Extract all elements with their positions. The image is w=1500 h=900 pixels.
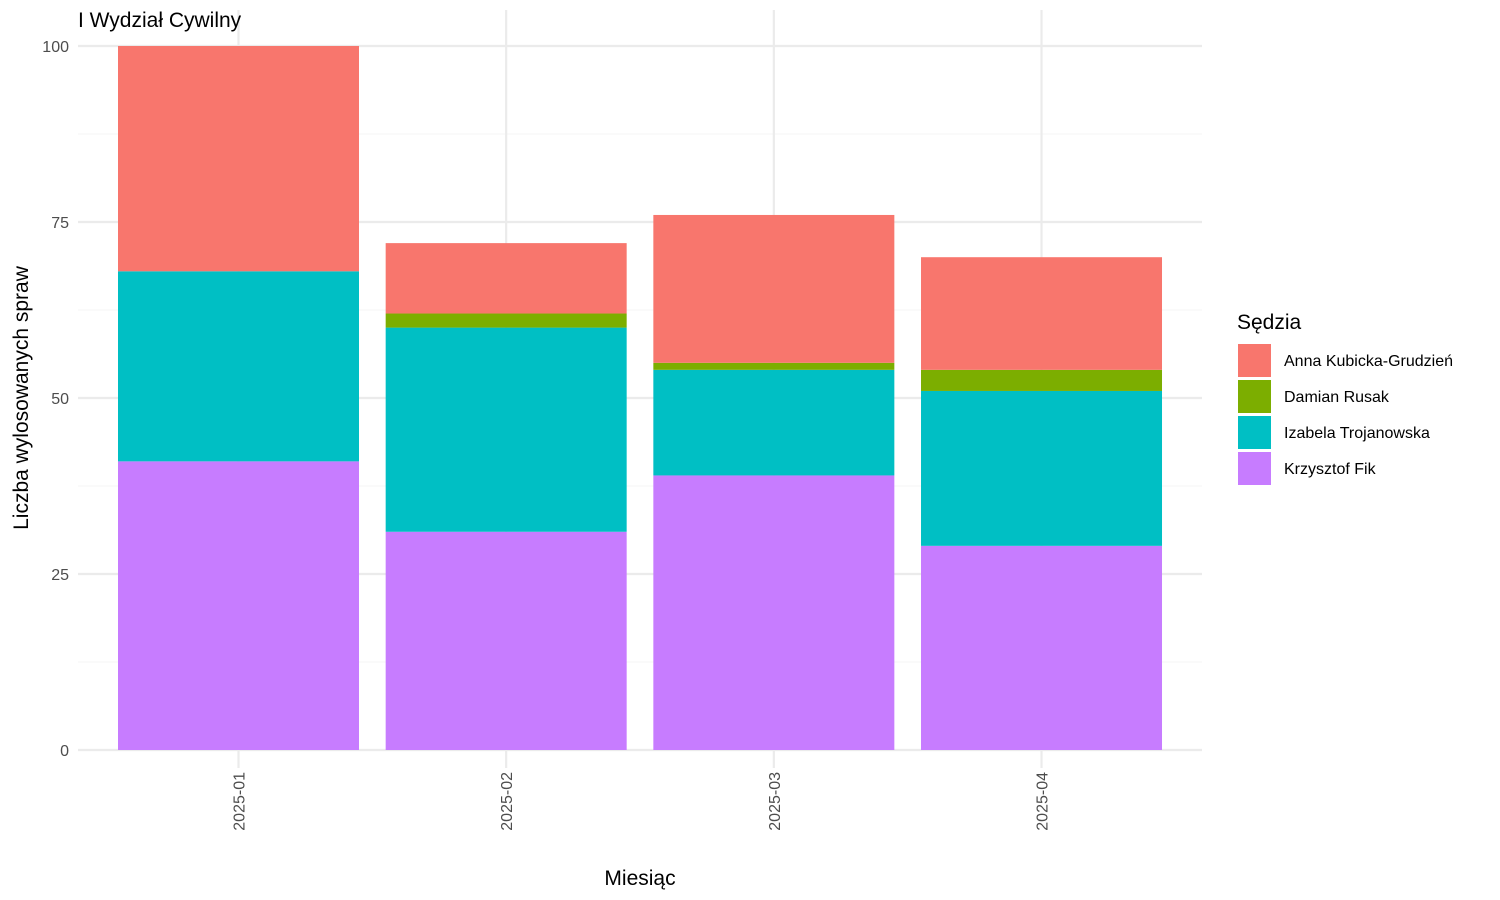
bar-segment xyxy=(118,46,359,272)
y-tick-label: 25 xyxy=(51,567,69,584)
legend: Sędzia Anna Kubicka-Grudzień Damian Rusak… xyxy=(1237,311,1453,485)
y-tick-label: 100 xyxy=(42,39,69,56)
bar-segment xyxy=(385,243,627,314)
bars xyxy=(118,46,1163,750)
legend-swatch xyxy=(1238,416,1271,449)
x-axis-ticks: 2025-01 2025-02 2025-03 2025-04 xyxy=(232,772,1052,831)
bar-segment xyxy=(653,362,895,370)
legend-title: Sędzia xyxy=(1237,311,1302,334)
bar-segment xyxy=(921,545,1163,750)
legend-label: Damian Rusak xyxy=(1284,389,1390,406)
y-tick-label: 75 xyxy=(51,215,69,232)
legend-swatch xyxy=(1238,452,1271,485)
y-axis-ticks: 0 25 50 75 100 xyxy=(42,39,69,760)
bar-segment xyxy=(653,214,895,363)
bar-segment xyxy=(921,369,1163,391)
legend-swatch xyxy=(1238,344,1271,377)
bar-segment xyxy=(921,390,1163,546)
bar-segment xyxy=(921,257,1163,370)
y-axis-title: Liczba wylosowanych spraw xyxy=(10,265,33,530)
y-tick-label: 50 xyxy=(51,391,69,408)
legend-label: Krzysztof Fik xyxy=(1284,461,1377,478)
bar-segment xyxy=(385,313,627,328)
chart-title: I Wydział Cywilny xyxy=(78,9,242,32)
x-tick-label: 2025-04 xyxy=(1035,772,1052,831)
x-tick-label: 2025-02 xyxy=(499,772,516,831)
bar-segment xyxy=(118,461,359,750)
legend-label: Izabela Trojanowska xyxy=(1284,425,1430,442)
bar-segment xyxy=(653,369,895,476)
bar-segment xyxy=(385,327,627,532)
y-tick-label: 0 xyxy=(60,743,69,760)
bar-segment xyxy=(118,271,359,462)
bar-segment xyxy=(385,531,627,750)
bar-segment xyxy=(653,475,895,750)
x-tick-label: 2025-01 xyxy=(232,772,249,831)
legend-label: Anna Kubicka-Grudzień xyxy=(1284,353,1453,370)
x-axis-title: Miesiąc xyxy=(604,867,675,890)
legend-swatch xyxy=(1238,380,1271,413)
x-tick-label: 2025-03 xyxy=(767,772,784,831)
